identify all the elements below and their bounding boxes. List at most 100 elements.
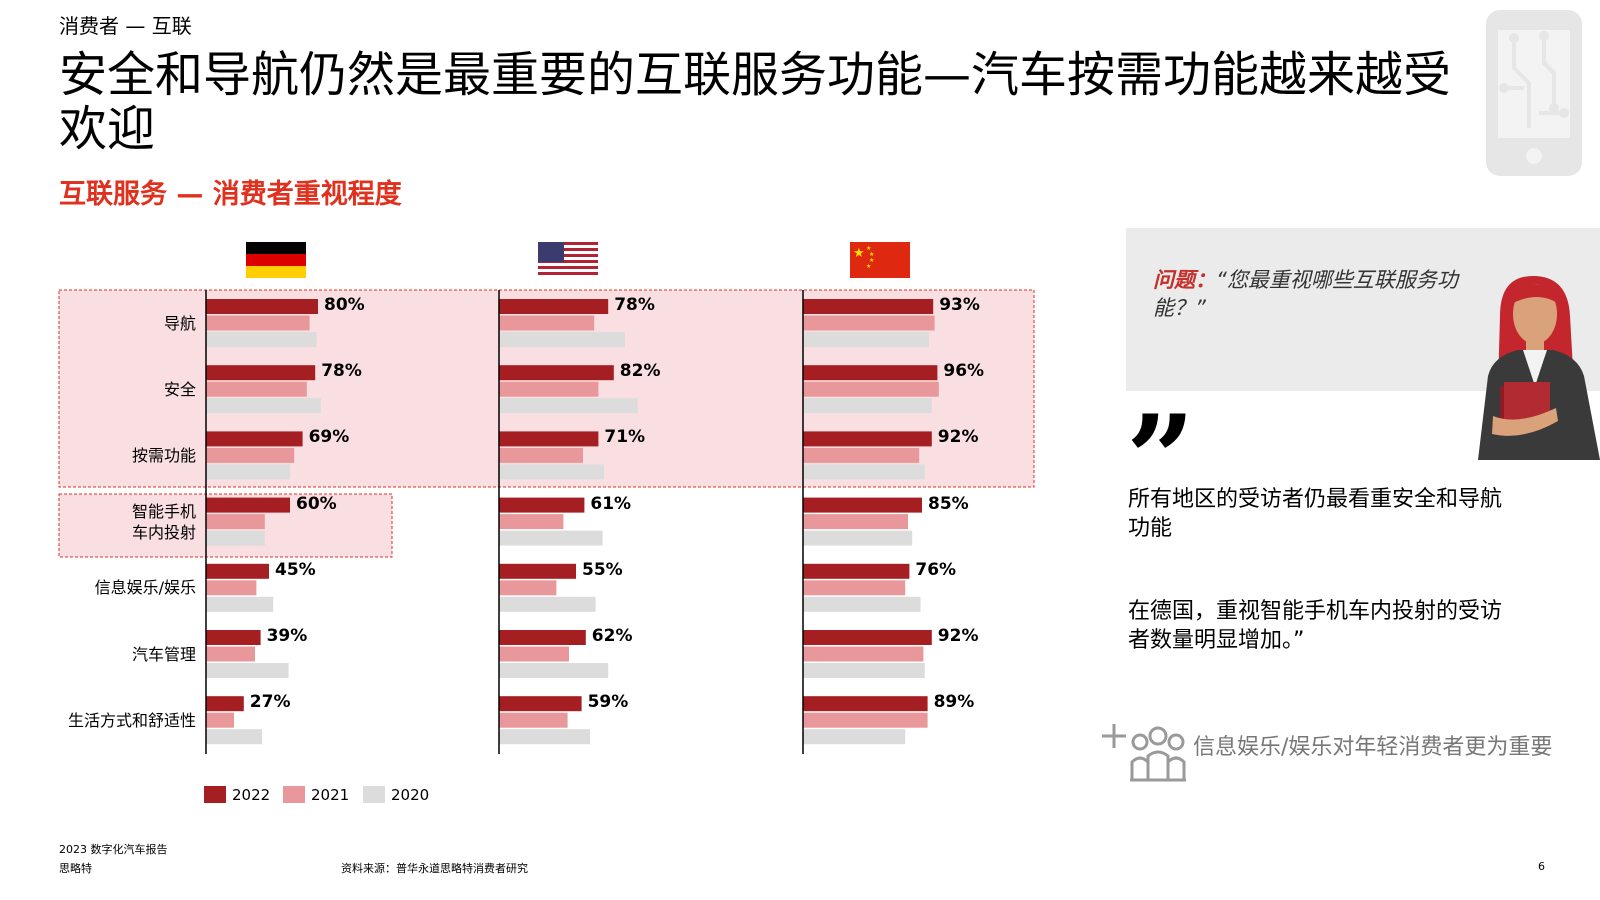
bar-germany-2022-3 [206, 497, 290, 513]
bar-china-2021-3 [803, 514, 908, 530]
bar-germany-2022-1 [206, 365, 316, 381]
category-label-3: 智能手机 车内投射 [131, 501, 196, 542]
bar-germany-2020-6 [206, 729, 262, 745]
bar-germany-2021-2 [206, 447, 295, 463]
legend-swatch-2022 [204, 786, 226, 803]
bar-germany-2022-5 [206, 630, 261, 645]
bar-germany-2020-2 [206, 464, 290, 480]
page-title: 安全和导航仍然是最重要的互联服务功能—汽车按需功能越来越受欢迎 [59, 47, 1452, 157]
legend-swatch-2020 [363, 786, 385, 803]
bar-usa-2022-3 [499, 497, 585, 513]
data-label-germany-0: 80% [324, 295, 365, 315]
data-label-china-5: 92% [937, 626, 979, 646]
bar-china-2022-0 [803, 299, 934, 314]
question-prefix: 问题： [1153, 268, 1216, 292]
data-label-germany-6: 27% [249, 692, 291, 713]
bar-china-2021-2 [803, 447, 920, 463]
data-source: 资料来源：普华永道思略特消费者研究 [341, 862, 528, 875]
bar-usa-2021-5 [499, 646, 569, 662]
bar-germany-2022-0 [206, 299, 318, 314]
category-label-2: 按需功能 [131, 445, 196, 465]
bar-germany-2021-4 [206, 580, 257, 596]
bar-china-2020-1 [803, 398, 932, 414]
legend-2021: 2021 [283, 786, 349, 804]
svg-text:★: ★ [853, 246, 865, 261]
usa-flag-icon [538, 242, 598, 278]
data-label-usa-2: 71% [604, 427, 646, 448]
report-name: 2023 数字化汽车报告 [59, 843, 168, 856]
bar-china-2020-4 [803, 596, 921, 612]
bar-usa-2021-1 [499, 381, 599, 397]
legend-swatch-2021 [283, 786, 305, 803]
data-label-germany-5: 39% [266, 626, 308, 646]
chart-subtitle: 互联服务 — 消费者重视程度 [59, 179, 402, 210]
bar-germany-2021-0 [206, 315, 310, 331]
connected-services-bar-chart: ★ ★ ★ ★ ★ [58, 242, 1035, 754]
smartphone-circuit-icon [1486, 10, 1582, 176]
bar-usa-2022-4 [499, 563, 576, 579]
bar-usa-2020-4 [499, 596, 596, 612]
category-label-1: 安全 [163, 379, 196, 399]
bar-china-2021-6 [803, 712, 928, 728]
bar-china-2020-6 [803, 729, 906, 745]
bar-germany-2021-1 [206, 381, 307, 397]
svg-text:★: ★ [866, 263, 871, 270]
bar-germany-2020-3 [206, 530, 265, 546]
brand-name: 思略特 [59, 862, 92, 875]
bar-germany-2022-2 [206, 431, 303, 447]
bar-germany-2021-3 [206, 514, 265, 530]
bar-usa-2022-5 [499, 630, 586, 645]
data-label-usa-3: 61% [590, 493, 632, 514]
legend-2020: 2020 [363, 786, 429, 804]
china-flag-icon: ★ ★ ★ ★ ★ [850, 242, 910, 278]
data-label-china-2: 92% [937, 427, 979, 448]
data-label-china-3: 85% [928, 493, 969, 514]
category-label-4: 信息娱乐/娱乐 [94, 578, 196, 598]
bar-china-2021-0 [803, 315, 935, 331]
young-consumer-note: 信息娱乐/娱乐对年轻消费者更为重要 [1193, 735, 1553, 760]
bar-china-2021-1 [803, 381, 939, 397]
data-label-china-1: 96% [943, 361, 985, 382]
data-label-germany-4: 45% [275, 559, 316, 580]
legend-label-2021: 2021 [311, 786, 350, 804]
quote-mark-icon: ” [1126, 389, 1196, 530]
data-label-germany-3: 60% [296, 493, 337, 514]
page-number: 6 [1538, 860, 1545, 873]
bar-germany-2020-0 [206, 332, 317, 347]
bar-usa-2021-4 [499, 580, 557, 596]
bar-china-2022-6 [803, 696, 928, 712]
data-label-usa-5: 62% [591, 626, 633, 646]
bar-usa-2021-3 [499, 514, 564, 530]
bar-germany-2022-6 [206, 696, 244, 712]
bar-usa-2022-0 [499, 299, 609, 314]
young-consumers-plus-icon [1102, 724, 1186, 782]
bar-germany-2021-6 [206, 712, 234, 728]
bar-china-2022-4 [803, 563, 910, 579]
svg-text:★: ★ [869, 251, 874, 258]
bar-usa-2020-1 [499, 398, 638, 414]
data-label-germany-2: 69% [308, 427, 350, 448]
bar-china-2022-5 [803, 630, 932, 645]
bar-germany-2020-1 [206, 398, 321, 414]
bar-china-2021-4 [803, 580, 906, 596]
bar-germany-2021-5 [206, 646, 255, 662]
bar-usa-2021-0 [499, 315, 595, 331]
bar-usa-2022-6 [499, 696, 582, 712]
bar-china-2022-1 [803, 365, 938, 381]
bar-usa-2020-5 [499, 663, 609, 678]
bar-china-2021-5 [803, 646, 924, 662]
data-label-china-6: 89% [933, 692, 975, 713]
legend-label-2020: 2020 [391, 786, 430, 804]
legend-label-2022: 2022 [232, 786, 271, 804]
data-label-usa-0: 78% [614, 295, 655, 315]
bar-china-2020-0 [803, 332, 929, 347]
data-label-china-4: 76% [915, 559, 957, 580]
bar-usa-2020-0 [499, 332, 625, 347]
person-illustration [1478, 276, 1600, 460]
section-label: 消费者 — 互联 [59, 14, 192, 38]
bar-usa-2020-2 [499, 464, 604, 480]
bar-china-2022-3 [803, 497, 922, 513]
bar-china-2020-5 [803, 663, 925, 678]
category-label-5: 汽车管理 [131, 644, 196, 664]
category-label-6: 生活方式和舒适性 [67, 710, 196, 730]
